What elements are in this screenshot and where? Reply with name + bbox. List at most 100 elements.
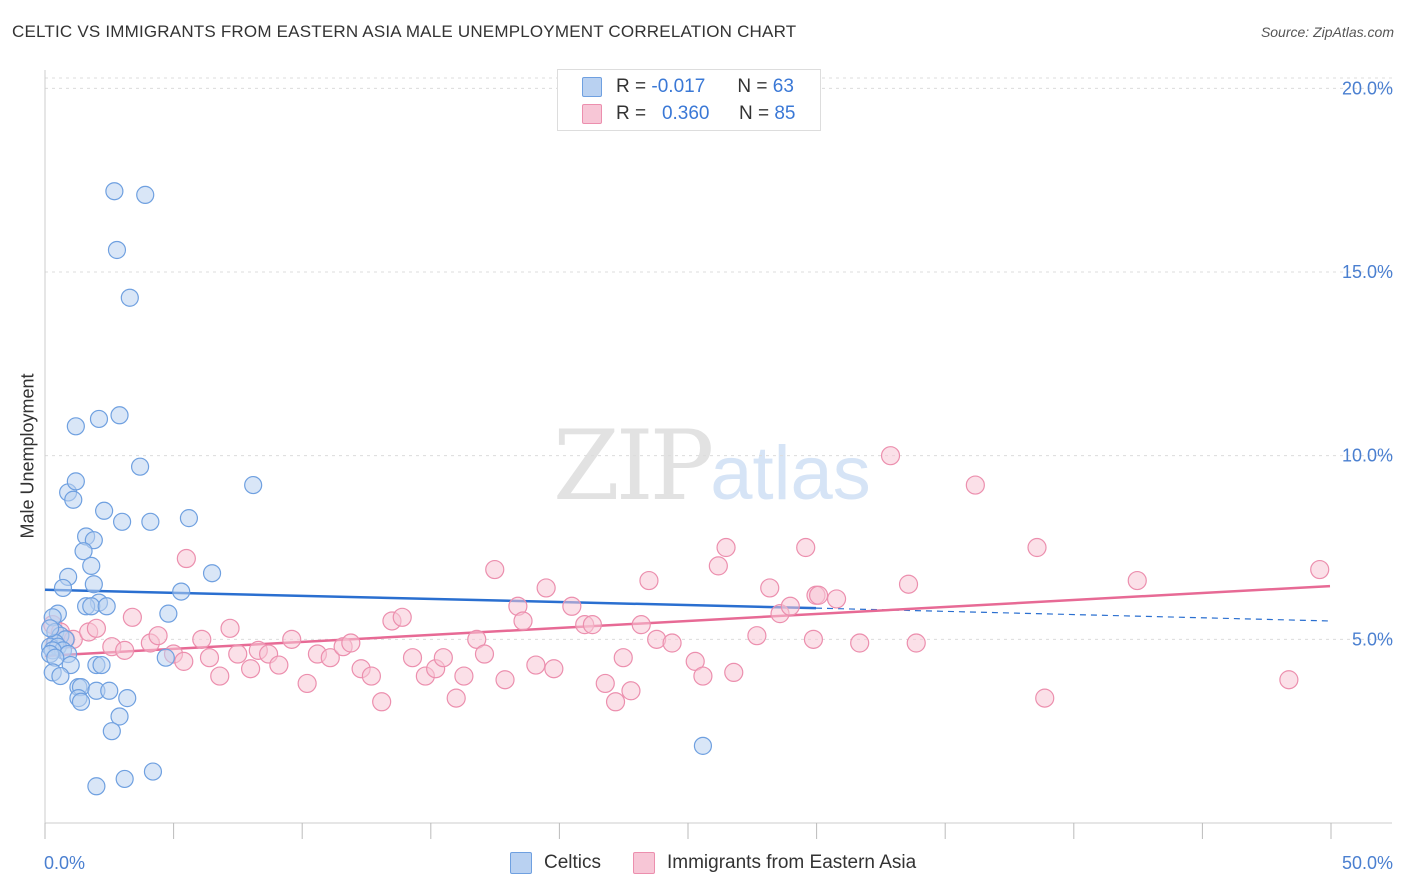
data-point-celtics (110, 406, 129, 425)
celtics-swatch (510, 852, 532, 874)
data-point-asia (631, 615, 651, 635)
legend-item-asia[interactable]: Immigrants from Eastern Asia (633, 852, 916, 874)
data-point-asia (122, 607, 142, 627)
n-label: N = (737, 76, 768, 97)
data-point-asia (582, 615, 603, 635)
data-point-asia (906, 633, 926, 653)
data-point-celtics (115, 769, 134, 789)
data-point-asia (513, 611, 533, 631)
data-point-asia (148, 626, 168, 646)
data-point-celtics (172, 582, 191, 601)
data-point-celtics (120, 288, 139, 307)
r-value-asia: 0.360 (661, 103, 710, 124)
y-tick-label: 20.0% (1342, 78, 1393, 98)
data-point-asia (1127, 570, 1147, 591)
data-point-asia (282, 629, 302, 649)
data-point-celtics (82, 597, 101, 616)
data-point-asia (228, 644, 248, 664)
chart-title: CELTIC VS IMMIGRANTS FROM EASTERN ASIA M… (12, 22, 797, 41)
data-point-asia (621, 681, 641, 701)
data-point-asia (613, 648, 633, 668)
data-point-asia (241, 659, 261, 679)
data-point-celtics (110, 707, 129, 726)
data-point-asia (192, 629, 212, 649)
data-point-asia (269, 655, 289, 675)
x-tick-label: 50.0% (1342, 853, 1393, 873)
n-value-celtics: 63 (772, 76, 794, 97)
data-point-asia (1035, 688, 1055, 708)
data-point-celtics (143, 762, 163, 781)
watermark: ZIPatlas (553, 410, 871, 522)
data-point-asia (965, 475, 985, 495)
data-point-celtics (41, 619, 60, 638)
watermark-atlas: atlas (710, 431, 871, 516)
data-point-celtics (89, 409, 109, 429)
data-point-asia (639, 570, 659, 591)
n-label: N = (738, 103, 770, 124)
data-point-asia (760, 578, 780, 598)
data-point-asia (446, 688, 466, 708)
y-tick-label: 15.0% (1342, 262, 1393, 282)
n-value-asia: 85 (774, 103, 796, 124)
data-point-asia (199, 648, 220, 668)
r-label: R = (616, 76, 647, 97)
data-point-celtics (100, 681, 119, 700)
data-point-asia (174, 651, 194, 671)
legend-row-celtics: R = -0.017 N = 63 (582, 74, 794, 100)
data-point-celtics (64, 490, 83, 509)
data-point-asia (716, 537, 736, 558)
data-point-asia (86, 618, 107, 638)
data-point-celtics (159, 604, 178, 623)
data-point-asia (495, 670, 515, 690)
data-point-celtics (46, 648, 65, 667)
r-value-celtics: -0.017 (651, 76, 706, 97)
data-point-asia (544, 659, 564, 679)
source-label: Source: ZipAtlas.com (1260, 24, 1394, 40)
trend-line-celtics-extension (815, 607, 1331, 622)
data-point-asia (485, 559, 505, 580)
data-point-asia (372, 692, 392, 712)
data-point-asia (747, 626, 767, 646)
data-point-celtics (95, 501, 114, 520)
data-point-celtics (107, 240, 127, 260)
legend-item-celtics[interactable]: Celtics (510, 852, 601, 874)
data-point-celtics (105, 182, 124, 201)
legend-row-asia: R = 0.360 N = 85 (582, 101, 795, 127)
data-point-celtics (66, 417, 85, 436)
data-point-asia (402, 648, 423, 668)
data-point-celtics (71, 692, 91, 711)
data-point-asia (826, 589, 847, 609)
data-point-celtics (82, 556, 101, 575)
y-tick-label: 5.0% (1352, 629, 1393, 649)
data-point-asia (1279, 670, 1299, 690)
celtics-swatch (582, 77, 602, 97)
data-point-asia (297, 673, 317, 694)
data-point-asia (341, 633, 361, 653)
data-point-celtics (141, 512, 160, 531)
data-point-asia (562, 596, 582, 616)
axes (44, 70, 1392, 839)
data-point-celtics (130, 457, 150, 476)
data-point-celtics (51, 666, 70, 686)
data-point-celtics (136, 185, 155, 204)
data-point-celtics (53, 578, 73, 598)
data-point-celtics (118, 689, 137, 708)
asia-swatch (633, 852, 655, 874)
data-point-asia (361, 666, 381, 686)
data-point-celtics (102, 722, 121, 741)
data-point-asia (536, 578, 556, 598)
data-point-asia (880, 446, 901, 466)
data-point-asia (693, 666, 713, 686)
stats-legend: R = -0.017 N = 63 R = 0.360 N = 85 (557, 69, 821, 131)
data-point-asia (796, 537, 816, 558)
data-point-celtics (112, 512, 132, 531)
data-point-celtics (84, 575, 103, 594)
data-point-asia (803, 629, 824, 649)
trend-line-celtics (44, 588, 817, 610)
data-point-celtics (74, 542, 93, 561)
data-point-asia (392, 607, 412, 627)
data-point-celtics (179, 509, 199, 528)
data-points (41, 182, 1330, 796)
legend-label-celtics: Celtics (544, 852, 602, 873)
